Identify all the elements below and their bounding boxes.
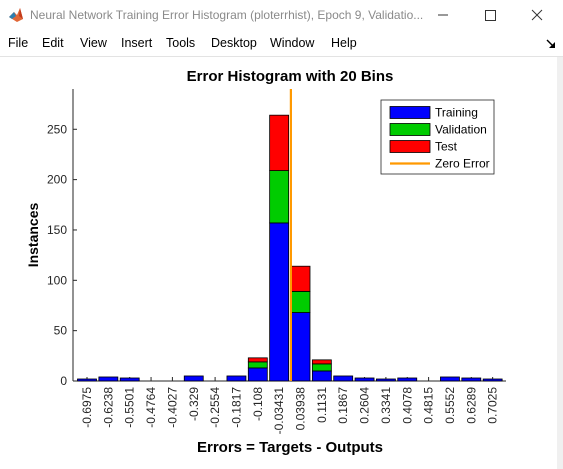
bar-segment-test [290,265,311,292]
x-tick-label: 0.6289 [464,387,478,424]
x-tick-label: 0.3341 [379,387,393,424]
axes: 0 50 100 150 200 250 -0.6975 -0.6238 -0.5501 -0.4… [47,89,506,434]
menu-file[interactable]: File [8,36,29,50]
y-tick-label: 50 [54,324,68,338]
bar-segment-training [98,376,119,382]
bar-segment-training [226,375,247,382]
x-tick-label: -0.6238 [101,387,115,428]
y-tick-label: 150 [47,223,67,237]
x-tick-label: 0.5552 [443,387,457,424]
menu-tools[interactable]: Tools [166,36,196,50]
x-axis-label: Errors = Targets - Outputs [197,439,383,456]
legend-swatch-test [389,140,431,153]
menu-view[interactable]: View [80,36,107,50]
legend-label: Validation [435,123,487,137]
menu-desktop[interactable]: Desktop [211,36,257,50]
bar-segment-test [311,359,332,365]
minimize-button[interactable] [420,0,466,30]
x-tick-label: -0.4027 [165,387,179,428]
y-tick-label: 0 [60,374,67,388]
maximize-button[interactable] [467,0,513,30]
bar-segment-test [269,114,290,171]
x-tick-label: -0.03431 [272,387,286,435]
bar-segment-training [119,377,140,382]
bar-segment-training [375,378,396,382]
title-bar: Neural Network Training Error Histogram … [0,0,563,30]
bar-segment-training [77,378,97,382]
menu-window[interactable]: Window [270,36,315,50]
error-histogram-chart: Error Histogram with 20 Bins Instances E… [25,68,506,456]
window-title: Neural Network Training Error Histogram … [30,8,424,22]
y-axis-label: Instances [25,202,41,267]
y-tick-label: 100 [47,273,67,287]
bar-segment-validation [269,170,290,224]
x-tick-label: -0.2554 [208,387,222,428]
x-tick-label: 0.03938 [294,387,308,431]
x-tick-label: 0.1131 [315,387,329,423]
x-tick-label: 0.2604 [358,387,372,424]
x-tick-label: -0.5501 [123,387,137,428]
minimize-icon [438,14,448,16]
x-tick-label: 0.4815 [422,387,436,424]
menu-insert[interactable]: Insert [121,36,153,50]
x-tick-label: -0.108 [251,387,265,421]
menu-help[interactable]: Help [331,36,357,50]
legend-label: Training [435,106,478,120]
bar-segment-validation [290,290,311,313]
bar-segment-training [290,312,311,382]
menu-bar: File Edit View Insert Tools Desktop Wind… [0,30,563,57]
legend-swatch-training [389,106,431,119]
x-tick-label: -0.1817 [229,387,243,428]
bar-segment-training [269,222,290,382]
x-tick-label: 0.1867 [336,387,350,424]
bar-segment-training [354,377,375,382]
bar-segment-training [333,375,354,382]
matlab-logo-icon [9,8,23,22]
window-edge [557,57,563,469]
maximize-icon [485,10,496,21]
x-tick-label: -0.4764 [144,387,158,428]
legend-label: Test [435,140,458,154]
bar-segment-training [247,367,268,382]
x-tick-label: 0.4078 [400,387,414,424]
dock-arrow-icon[interactable] [545,38,557,50]
close-icon [531,9,543,21]
bar-segment-training [482,378,503,382]
legend: Training Validation Test Zero Error [380,99,495,175]
bar-segment-validation [247,361,268,369]
bar-segment-training [440,376,460,382]
bar-segment-training [397,377,418,382]
legend-label: Zero Error [435,157,490,171]
bar-segment-training [311,370,332,382]
bar-segment-training [461,377,482,382]
figure-canvas: Error Histogram with 20 Bins Instances E… [0,57,557,469]
bars [77,89,503,382]
x-tick-label: -0.6975 [80,387,94,428]
legend-swatch-validation [389,123,431,136]
bar-segment-validation [311,363,332,372]
bar-segment-test [247,357,268,363]
close-button[interactable] [514,0,560,30]
menu-edit[interactable]: Edit [42,36,64,50]
x-tick-label: 0.7025 [486,387,500,424]
bar-segment-training [183,375,204,382]
x-tick-label: -0.329 [187,387,201,421]
y-tick-label: 200 [47,173,67,187]
y-tick-label: 250 [47,122,67,136]
chart-title: Error Histogram with 20 Bins [187,68,394,85]
